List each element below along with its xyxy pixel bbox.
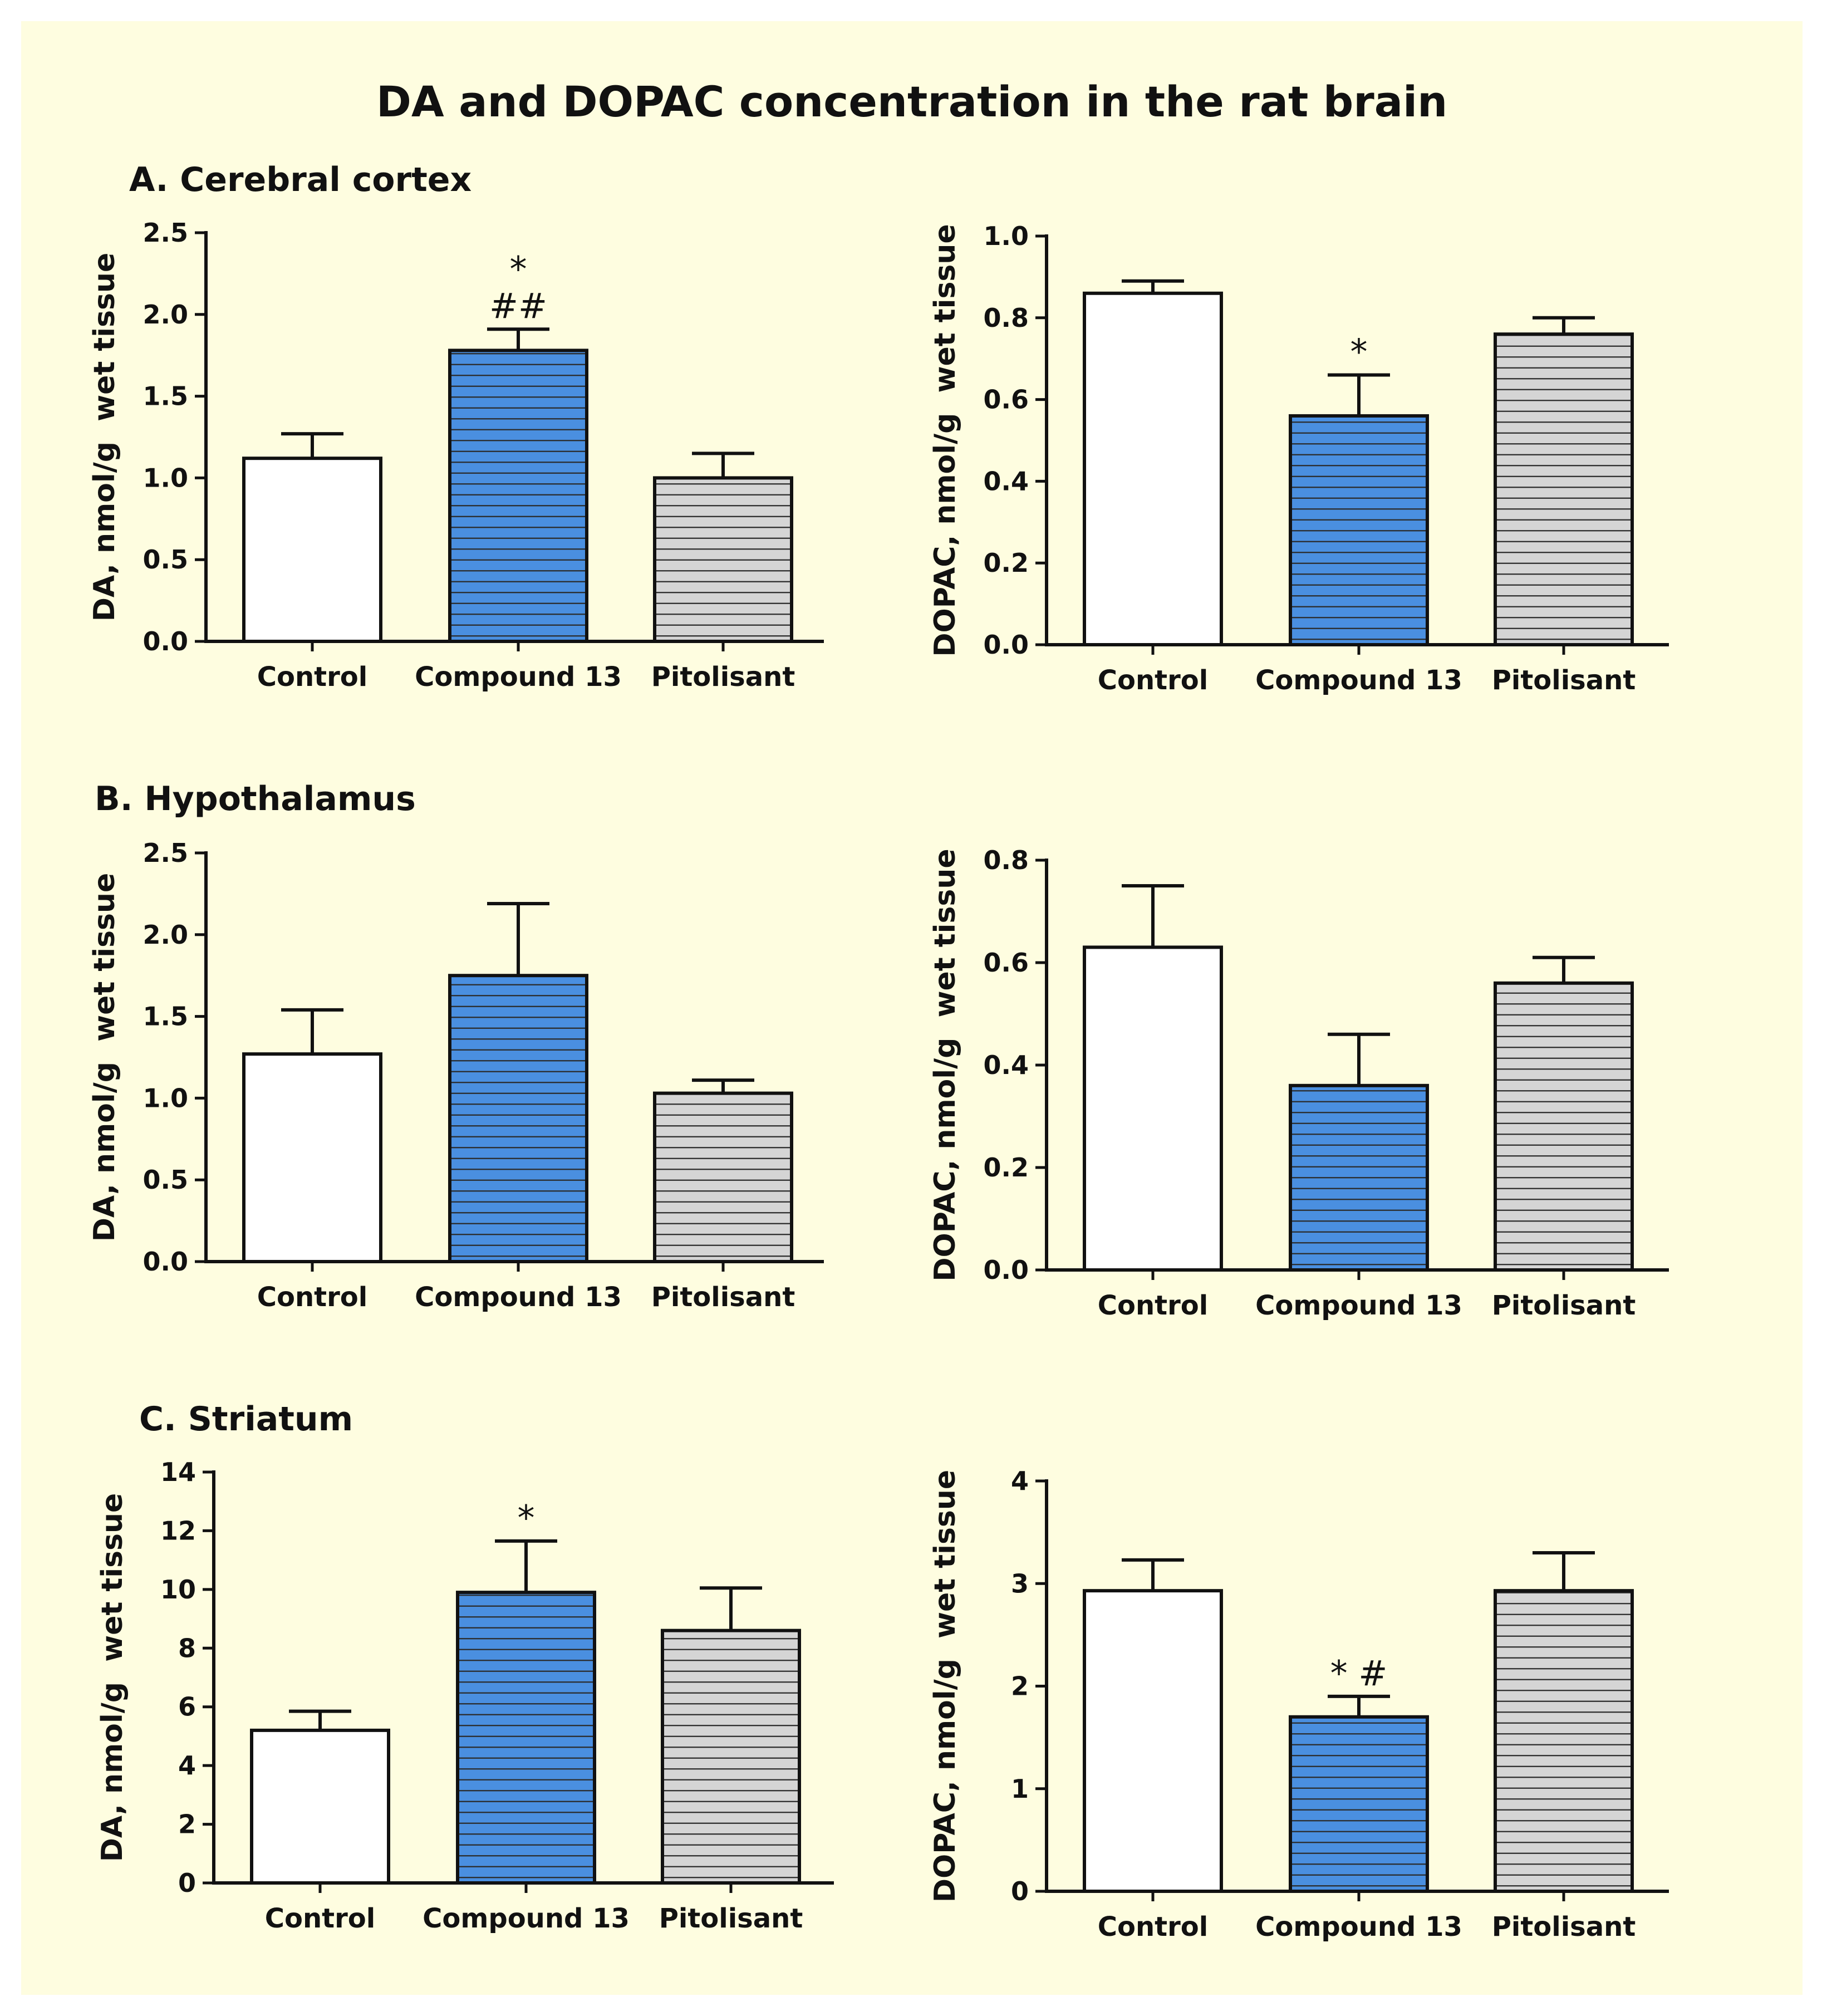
y-tick-label-6: 12 bbox=[160, 1515, 196, 1546]
y-tick-label-2: 0.4 bbox=[984, 1050, 1029, 1080]
chart-cortex-dopac: Control * Compound 13 Pitolisant 0.0 0.2 0.4 0.… bbox=[929, 221, 1669, 696]
significance-label-compound-13: * bbox=[518, 1498, 535, 1538]
y-tick-label-4: 0.8 bbox=[984, 303, 1029, 333]
significance-label-compound-13: * # bbox=[1330, 1653, 1388, 1694]
y-tick-label-0: 0.0 bbox=[984, 630, 1029, 660]
chart-hypothalamus-dopac: Control Compound 13 Pitolisant 0.0 0.2 0.4 0.6… bbox=[929, 845, 1669, 1321]
x-tick-label-pitolisant: Pitolisant bbox=[1492, 1290, 1636, 1321]
y-axis-title: DA, nmol/g wet tissue bbox=[88, 873, 121, 1242]
chart-striatum-da: Control * Compound 13 Pitolisant 0 2 4 6 8 10 12 14… bbox=[96, 1457, 834, 1934]
chart-hypothalamus-da: Control Compound 13 Pitolisant 0.0 0.5 1.0 1.5… bbox=[88, 838, 824, 1313]
y-tick-label-1: 0.2 bbox=[984, 1152, 1029, 1183]
bar-control bbox=[250, 1728, 390, 1885]
y-tick-label-5: 2.5 bbox=[143, 838, 189, 868]
y-tick-label-0: 0 bbox=[1011, 1876, 1029, 1906]
y-tick-label-4: 0.8 bbox=[984, 845, 1029, 875]
y-tick-label-3: 6 bbox=[178, 1692, 196, 1722]
bar-pitolisant bbox=[653, 476, 793, 643]
y-axis-title: DA, nmol/g wet tissue bbox=[96, 1493, 129, 1862]
significance-label-compound-13: * bbox=[1350, 332, 1368, 372]
y-tick-label-0: 0 bbox=[178, 1868, 196, 1898]
y-tick-label-4: 2.0 bbox=[143, 920, 189, 950]
y-tick-label-1: 0.2 bbox=[984, 548, 1029, 578]
y-axis-title: DA, nmol/g wet tissue bbox=[88, 253, 121, 622]
x-tick-label-control: Control bbox=[257, 661, 367, 693]
y-tick-label-3: 0.6 bbox=[984, 385, 1029, 415]
x-tick-label-pitolisant: Pitolisant bbox=[659, 1903, 803, 1934]
x-tick-label-control: Control bbox=[1098, 1290, 1208, 1321]
x-tick-label-pitolisant: Pitolisant bbox=[651, 1282, 795, 1313]
y-tick-label-0: 0.0 bbox=[984, 1255, 1029, 1285]
bar-pitolisant bbox=[1494, 332, 1634, 646]
bar-compound-13 bbox=[1289, 1715, 1429, 1893]
chart-cortex-da: Control * ## Compound 13 Pitolisant 0.0 0.5 1.0… bbox=[88, 218, 824, 693]
y-tick-label-1: 2 bbox=[178, 1809, 196, 1840]
section-label-cerebral-cortex: A. Cerebral cortex bbox=[129, 160, 472, 199]
y-tick-label-4: 8 bbox=[178, 1633, 196, 1663]
y-tick-label-0: 0.0 bbox=[143, 1247, 189, 1277]
y-tick-label-7: 14 bbox=[160, 1457, 196, 1487]
y-tick-label-3: 1.5 bbox=[143, 1002, 189, 1032]
x-tick-label-control: Control bbox=[265, 1903, 375, 1934]
x-tick-label-control: Control bbox=[1098, 1911, 1208, 1943]
x-tick-label-pitolisant: Pitolisant bbox=[651, 661, 795, 693]
x-tick-label-compound-13: Compound 13 bbox=[1255, 1911, 1462, 1943]
bar-pitolisant bbox=[661, 1629, 801, 1885]
figure-title: DA and DOPAC concentration in the rat br… bbox=[376, 77, 1448, 126]
x-tick-label-pitolisant: Pitolisant bbox=[1492, 665, 1636, 696]
y-tick-label-1: 0.5 bbox=[143, 1165, 189, 1195]
bar-control bbox=[242, 1052, 382, 1263]
y-axis-title: DOPAC, nmol/g wet tissue bbox=[929, 224, 962, 656]
y-tick-label-4: 2.0 bbox=[143, 300, 189, 330]
y-axis-title: DOPAC, nmol/g wet tissue bbox=[929, 848, 962, 1281]
chart-striatum-dopac: Control * # Compound 13 Pitolisant 0 1 2 3 4 DOPA… bbox=[929, 1466, 1669, 1943]
y-tick-label-4: 4 bbox=[1011, 1466, 1029, 1496]
bar-control bbox=[1083, 945, 1223, 1272]
y-tick-label-1: 1 bbox=[1011, 1774, 1029, 1804]
bar-pitolisant bbox=[653, 1091, 793, 1263]
x-tick-label-compound-13: Compound 13 bbox=[415, 1282, 622, 1313]
y-tick-label-5: 1.0 bbox=[984, 221, 1029, 251]
y-tick-label-5: 2.5 bbox=[143, 218, 189, 248]
bar-control bbox=[1083, 1589, 1223, 1893]
y-tick-label-0: 0.0 bbox=[143, 626, 189, 656]
bar-pitolisant bbox=[1494, 981, 1634, 1272]
x-tick-label-compound-13: Compound 13 bbox=[1255, 665, 1462, 696]
y-tick-label-3: 0.6 bbox=[984, 948, 1029, 978]
bar-control bbox=[242, 457, 382, 643]
section-label-hypothalamus: B. Hypothalamus bbox=[95, 779, 416, 818]
x-tick-label-control: Control bbox=[257, 1282, 367, 1313]
y-tick-label-2: 0.4 bbox=[984, 466, 1029, 496]
bar-pitolisant bbox=[1494, 1589, 1634, 1893]
bar-control bbox=[1083, 291, 1223, 646]
x-tick-label-compound-13: Compound 13 bbox=[415, 661, 622, 693]
bar-compound-13 bbox=[1289, 1083, 1429, 1272]
bar-compound-13 bbox=[456, 1591, 596, 1885]
bar-compound-13 bbox=[448, 349, 588, 643]
x-tick-label-control: Control bbox=[1098, 665, 1208, 696]
bar-compound-13 bbox=[1289, 414, 1429, 646]
y-tick-label-2: 1.0 bbox=[143, 1083, 189, 1113]
x-tick-label-compound-13: Compound 13 bbox=[423, 1903, 630, 1934]
significance-label-compound-13: * ## bbox=[489, 249, 547, 326]
y-tick-label-2: 2 bbox=[1011, 1671, 1029, 1701]
y-tick-label-2: 4 bbox=[178, 1750, 196, 1780]
x-tick-label-pitolisant: Pitolisant bbox=[1492, 1911, 1636, 1943]
y-tick-label-3: 1.5 bbox=[143, 381, 189, 411]
y-tick-label-2: 1.0 bbox=[143, 463, 189, 493]
section-label-striatum: C. Striatum bbox=[139, 1400, 353, 1439]
x-tick-label-compound-13: Compound 13 bbox=[1255, 1290, 1462, 1321]
y-tick-label-3: 3 bbox=[1011, 1568, 1029, 1598]
y-axis-title: DOPAC, nmol/g wet tissue bbox=[929, 1470, 962, 1902]
y-tick-label-1: 0.5 bbox=[143, 545, 189, 575]
y-tick-label-5: 10 bbox=[160, 1574, 196, 1605]
bar-compound-13 bbox=[448, 974, 588, 1263]
